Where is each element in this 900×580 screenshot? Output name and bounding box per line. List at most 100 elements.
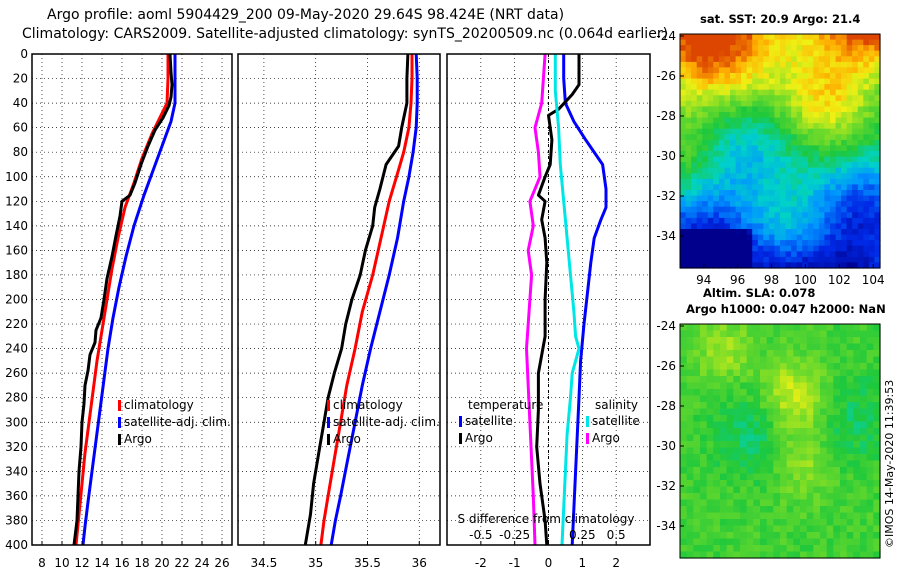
sst-map-cell (785, 201, 792, 208)
sst-map-cell (780, 128, 787, 135)
sst-map-cell (696, 151, 703, 158)
sla-map-cell (866, 551, 874, 559)
sst-map-cell (735, 173, 742, 180)
sla-map-cell (706, 408, 714, 416)
sla-map-cell (873, 480, 881, 488)
sst-map-cell (863, 45, 870, 52)
sla-map-cell (793, 376, 801, 384)
sst-map-cell (735, 223, 742, 230)
sla-map-ytick-label: -28 (656, 399, 676, 413)
sst-map-cell (807, 212, 814, 219)
sst-map-cell (780, 251, 787, 258)
sla-map-cell (773, 441, 781, 449)
sst-map-cell (746, 39, 753, 46)
sst-map-cell (874, 217, 881, 225)
sst-map-cell (785, 106, 792, 113)
sst-map-cell (846, 173, 853, 180)
sst-map-cell (718, 184, 726, 191)
sla-map-cell (806, 376, 814, 384)
sla-map-cell (720, 532, 728, 540)
sla-map-cell (820, 532, 828, 540)
sst-map-cell (857, 206, 864, 213)
sst-map-cell (796, 56, 803, 63)
sst-map-cell (735, 262, 742, 269)
sla-map-cell (740, 421, 748, 429)
sst-map-cell (846, 56, 853, 63)
sst-map-cell (807, 184, 814, 191)
sla-map-cell (853, 506, 861, 514)
sla-map-cell (786, 402, 794, 410)
sla-map-cell (813, 486, 821, 494)
sst-map-cell (874, 50, 881, 57)
sst-map-cell (713, 78, 720, 85)
sst-map-cell (774, 217, 781, 225)
sst-map-cell (852, 173, 859, 180)
sla-map-cell (766, 480, 774, 488)
sla-map-cell (726, 343, 734, 351)
sst-map-cell (835, 39, 842, 46)
sst-map-cell (835, 206, 842, 213)
sst-map-cell (757, 206, 764, 213)
sla-map-cell (853, 363, 861, 371)
sst-map-cell (730, 223, 737, 230)
depth-tick-label: 80 (13, 145, 28, 159)
sst-map-cell (868, 240, 876, 247)
sst-map-cell (846, 50, 853, 57)
salinity-legend-label: Argo (333, 432, 361, 446)
sla-map-cell (753, 356, 761, 364)
sst-map-cell (818, 245, 826, 252)
sst-map-cell (713, 162, 720, 169)
sst-map-cell (696, 190, 703, 197)
sla-map-cell (686, 506, 694, 514)
sst-map-cell (691, 67, 698, 74)
sst-map-cell (752, 112, 759, 119)
sla-map-cell (753, 532, 761, 540)
sst-map-cell (835, 139, 842, 147)
salinity-legend-swatch (327, 434, 330, 445)
sla-map-cell (773, 415, 781, 423)
sla-map-cell (700, 356, 708, 364)
sla-map-cell (733, 454, 741, 462)
sst-map-cell (818, 156, 826, 163)
sla-map-cell (833, 376, 841, 384)
sst-map-cell (752, 173, 759, 180)
sla-map-cell (833, 506, 841, 514)
sla-map-cell (826, 460, 834, 468)
sla-map-cell (773, 467, 781, 475)
sst-map-cell (746, 145, 753, 152)
sst-map-cell (685, 123, 692, 130)
sst-map-cell (818, 95, 826, 102)
sst-map-cell (796, 106, 803, 113)
sst-map-cell (685, 262, 692, 269)
sla-map-cell (786, 428, 794, 436)
temperature-legend-swatch (118, 400, 121, 411)
sla-map-cell (733, 337, 741, 345)
sst-map-cell (707, 234, 714, 241)
sla-map-cell (840, 363, 848, 371)
sla-map-cell (786, 447, 794, 455)
sst-map-cell (774, 139, 781, 147)
sla-map-cell (706, 395, 714, 403)
sst-map-cell (791, 117, 798, 124)
sst-map-cell (680, 167, 687, 174)
sla-map-cell (753, 389, 761, 397)
sst-map-cell (857, 56, 864, 63)
sla-map-ytick-label: -24 (656, 319, 676, 333)
sla-map-cell (713, 467, 721, 475)
sst-map-cell (685, 256, 692, 264)
sst-map-cell (824, 178, 831, 186)
sla-map-cell (780, 421, 788, 429)
sla-map-cell (686, 402, 694, 410)
sst-map-cell (718, 162, 726, 169)
sla-map-cell (713, 428, 721, 436)
sst-map-ytick-label: -26 (656, 69, 676, 83)
sst-map-cell (818, 100, 826, 108)
sla-map-cell (726, 460, 734, 468)
sst-map-cell (807, 56, 814, 63)
sst-map-cell (835, 234, 842, 241)
sla-map-cell (813, 343, 821, 351)
sst-map-cell (680, 84, 687, 91)
temperature-legend-label: climatology (124, 398, 194, 412)
sla-map-cell (833, 460, 841, 468)
